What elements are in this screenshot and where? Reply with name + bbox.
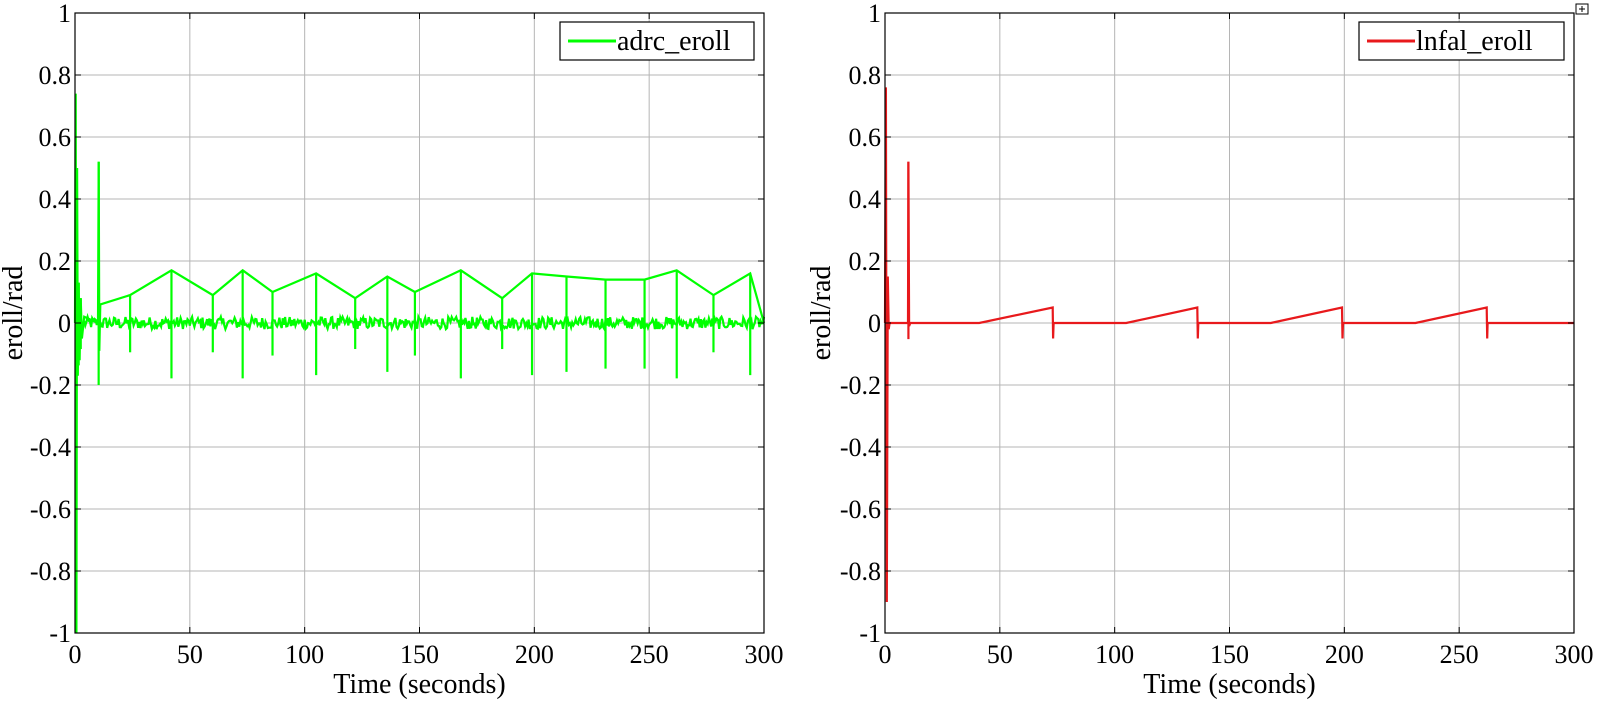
y-tick-label: 1 — [868, 0, 881, 28]
x-tick-label: 0 — [69, 640, 82, 669]
y-tick-label: -1 — [859, 619, 881, 648]
y-tick-label: -0.8 — [30, 557, 71, 586]
legend-label: adrc_eroll — [617, 26, 731, 57]
x-tick-label: 100 — [1095, 640, 1134, 669]
x-tick-label: 150 — [400, 640, 439, 669]
x-tick-label: 300 — [1555, 640, 1594, 669]
y-tick-label: -0.2 — [30, 371, 71, 400]
chart-panel-lnfal: 0 50 100 150 200 250 300 -1 -0.8 -0.6 -0.4 -0.2 0 0.2… — [806, 0, 1594, 700]
legend: lnfal_eroll — [1358, 21, 1565, 61]
x-axis-label: Time (seconds) — [1143, 669, 1315, 700]
y-tick-label: 0.6 — [39, 123, 72, 152]
x-tick-label: 50 — [987, 640, 1013, 669]
y-tick-label: -0.6 — [30, 495, 71, 524]
y-tick-label: 0.6 — [849, 123, 882, 152]
x-tick-label: 0 — [879, 640, 892, 669]
x-tick-label: 50 — [177, 640, 203, 669]
series-noise-band — [83, 312, 766, 333]
y-tick-label: -0.4 — [30, 433, 71, 462]
x-tick-label: 300 — [745, 640, 784, 669]
y-tick-label: 0.8 — [39, 61, 72, 90]
y-tick-label: -0.2 — [840, 371, 881, 400]
y-tick-label: -1 — [49, 619, 71, 648]
y-tick-label: 0.4 — [39, 185, 72, 214]
x-axis-label: Time (seconds) — [333, 669, 505, 700]
y-axis-label: eroll/rad — [806, 266, 837, 361]
x-tick-label: 150 — [1210, 640, 1249, 669]
legend-label: lnfal_eroll — [1416, 26, 1533, 57]
chart-panel-adrc: 0 50 100 150 200 250 300 -1 -0.8 -0.6 -0.4 -0.2 0 0.2… — [0, 0, 784, 700]
x-tick-label: 100 — [285, 640, 324, 669]
y-tick-label: 0.2 — [39, 247, 72, 276]
y-tick-label: 0.2 — [849, 247, 882, 276]
legend: adrc_eroll — [559, 21, 755, 61]
series-line — [883, 87, 1574, 603]
y-tick-label: 0 — [868, 309, 881, 338]
y-tick-label: -0.4 — [840, 433, 881, 462]
figure-corner-icon[interactable] — [1575, 3, 1589, 15]
y-tick-label: 0.4 — [849, 185, 882, 214]
y-tick-label: 0 — [58, 309, 71, 338]
x-tick-label: 200 — [1325, 640, 1364, 669]
y-axis-label: eroll/rad — [0, 266, 29, 361]
x-tick-label: 250 — [630, 640, 669, 669]
y-tick-label: -0.6 — [840, 495, 881, 524]
y-tick-label: -0.8 — [840, 557, 881, 586]
x-tick-label: 200 — [515, 640, 554, 669]
y-tick-label: 1 — [58, 0, 71, 28]
x-tick-label: 250 — [1440, 640, 1479, 669]
y-tick-label: 0.8 — [849, 61, 882, 90]
